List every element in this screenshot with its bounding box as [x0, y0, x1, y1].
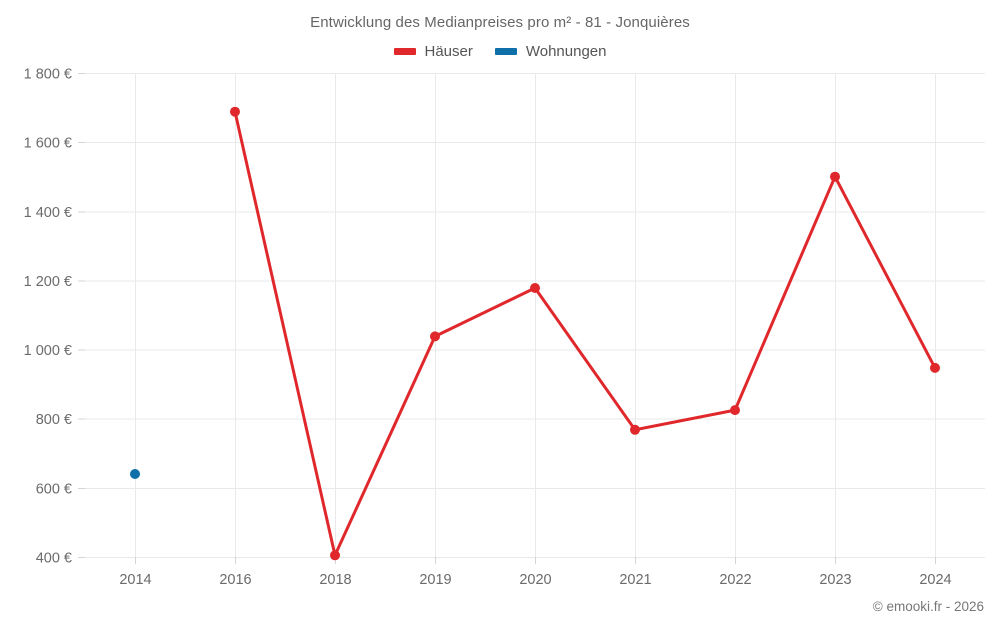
- y-axis-tick-label: 1 800 €: [24, 67, 72, 83]
- x-axis-tick-label: 2022: [719, 572, 751, 588]
- x-axis-tick-label: 2019: [419, 572, 451, 588]
- y-axis-tick-label: 800 €: [36, 412, 72, 428]
- x-axis-tick-label: 2020: [519, 572, 551, 588]
- series-line-häuser: [233, 110, 937, 557]
- x-axis-tick-label: 2014: [119, 572, 151, 588]
- legend-item-hauser[interactable]: Häuser: [393, 43, 473, 60]
- x-axis-tick-label: 2021: [619, 572, 651, 588]
- footer-credit: © emooki.fr - 2026: [872, 599, 984, 614]
- data-point-häuser[interactable]: [730, 405, 740, 416]
- legend-label-wohnungen: Wohnungen: [525, 43, 607, 60]
- data-point-häuser[interactable]: [530, 283, 540, 293]
- legend-item-wohnungen[interactable]: Wohnungen: [494, 43, 607, 60]
- x-axis-tick-label: 2024: [919, 572, 951, 588]
- chart-legend: Häuser Wohnungen: [0, 43, 1000, 60]
- data-point-wohnungen[interactable]: [130, 469, 140, 479]
- data-point-häuser[interactable]: [430, 331, 440, 342]
- data-point-häuser[interactable]: [330, 550, 340, 561]
- chart-title: Entwicklung des Medianpreises pro m² - 8…: [310, 14, 690, 31]
- y-axis-tick-label: 1 000 €: [24, 343, 72, 359]
- y-axis-tick-label: 600 €: [36, 481, 72, 497]
- data-point-häuser[interactable]: [930, 362, 940, 373]
- y-axis-tick-label: 1 400 €: [24, 205, 72, 221]
- y-axis-tick-label: 1 600 €: [24, 136, 72, 152]
- data-point-häuser[interactable]: [830, 171, 840, 182]
- data-point-häuser[interactable]: [230, 106, 240, 117]
- y-axis-tick-label: 1 200 €: [24, 274, 72, 290]
- legend-swatch-hauser: [393, 48, 416, 55]
- x-axis-tick-label: 2016: [219, 572, 251, 588]
- legend-swatch-wohnungen: [494, 48, 517, 55]
- x-axis-tick-label: 2018: [319, 572, 351, 588]
- y-axis-tick-label: 400 €: [36, 551, 72, 567]
- data-point-häuser[interactable]: [630, 424, 640, 435]
- legend-label-hauser: Häuser: [424, 43, 473, 60]
- x-axis-tick-label: 2023: [819, 572, 851, 588]
